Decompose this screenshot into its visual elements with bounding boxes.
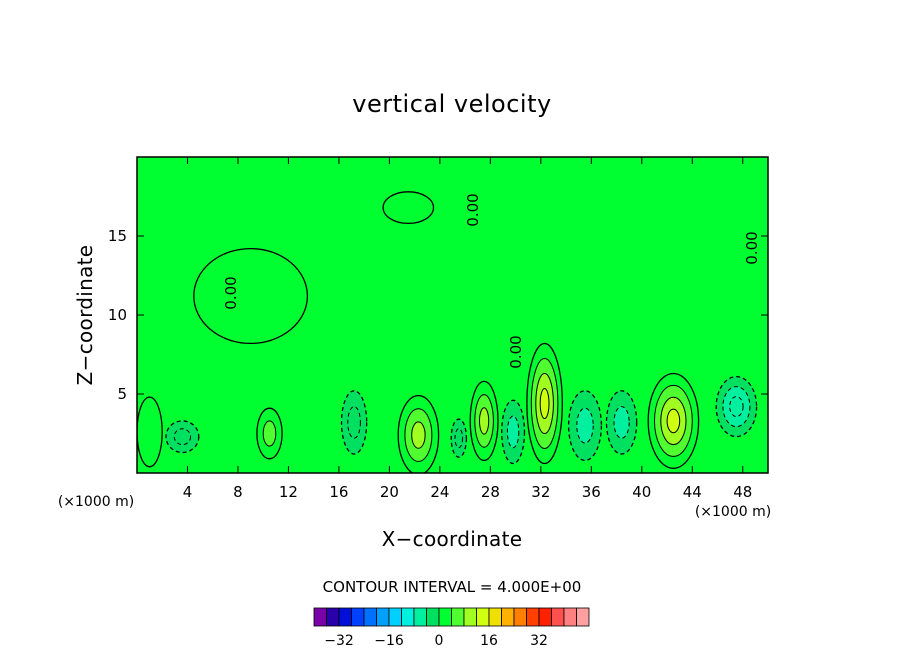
x-unit-left: (×1000 m): [58, 494, 134, 510]
colorbar-swatch: [413, 607, 427, 627]
contour-region: [411, 421, 426, 449]
x-tick-label: 24: [430, 483, 449, 501]
colorbar-swatch: [576, 607, 590, 627]
contour-label: 0.00: [464, 193, 482, 226]
colorbar-swatch: [363, 607, 377, 627]
colorbar-swatch: [426, 607, 440, 627]
colorbar-swatch: [476, 607, 490, 627]
y-tick-label: 10: [108, 306, 127, 324]
colorbar-swatch: [438, 607, 452, 627]
x-tick-label: 36: [582, 483, 601, 501]
y-axis-label: Z−coordinate: [73, 245, 97, 386]
contour-interval-text: CONTOUR INTERVAL = 4.000E+00: [323, 578, 582, 596]
contour-region: [506, 415, 520, 449]
contour-fields: [137, 191, 758, 473]
contour-region: [613, 406, 630, 439]
contour-label: 0.00: [507, 335, 525, 368]
x-tick-label: 48: [733, 483, 752, 501]
contour-label: 0.00: [743, 231, 761, 264]
x-tick-label: 12: [279, 483, 298, 501]
x-tick-label: 20: [380, 483, 399, 501]
colorbar-tick-label: 16: [480, 633, 498, 649]
contour-region: [576, 407, 594, 444]
y-axis-ticks: 5 10 15: [108, 227, 768, 403]
contour-region: [666, 408, 681, 434]
contour-label: 0.00: [222, 276, 240, 309]
colorbar-swatch: [488, 607, 502, 627]
chart-title: vertical velocity: [352, 90, 551, 118]
colorbar-swatch: [463, 607, 477, 627]
contour-region: [347, 406, 361, 439]
x-axis-ticks: 4 8 12 16 20 24 28 32 36 40 44 48: [183, 157, 752, 501]
x-tick-label: 8: [233, 483, 243, 501]
y-tick-label: 5: [117, 385, 127, 403]
colorbar-tick-label: −32: [324, 633, 354, 649]
colorbar-swatch: [351, 607, 365, 627]
colorbar-swatch: [338, 607, 352, 627]
contour-region: [539, 388, 550, 419]
colorbar-swatch: [551, 607, 565, 627]
contour-region: [262, 420, 277, 447]
colorbar-swatch: [326, 607, 340, 627]
colorbar: −32 −16 0 16 32: [313, 607, 590, 649]
colorbar-swatch: [538, 607, 552, 627]
x-tick-label: 40: [632, 483, 651, 501]
colorbar-tick-label: 32: [530, 633, 548, 649]
colorbar-swatch: [563, 607, 577, 627]
colorbar-swatch: [501, 607, 515, 627]
x-axis-label: X−coordinate: [382, 527, 523, 551]
contour-region: [173, 428, 192, 446]
contour-region: [137, 396, 163, 468]
x-tick-label: 44: [683, 483, 702, 501]
y-tick-label: 15: [108, 227, 127, 245]
colorbar-swatch: [526, 607, 540, 627]
contour-region: [729, 396, 744, 418]
colorbar-swatch: [388, 607, 402, 627]
colorbar-swatch: [513, 607, 527, 627]
x-tick-label: 32: [531, 483, 550, 501]
colorbar-swatch: [376, 607, 390, 627]
colorbar-swatch: [451, 607, 465, 627]
x-tick-label: 4: [183, 483, 193, 501]
x-tick-label: 16: [329, 483, 348, 501]
colorbar-swatch: [313, 607, 327, 627]
contour-region: [382, 191, 435, 225]
contour-region: [454, 428, 464, 449]
contour-region: [193, 247, 309, 345]
colorbar-swatch: [401, 607, 415, 627]
colorbar-tick-label: −16: [374, 633, 404, 649]
colorbar-tick-label: 0: [435, 633, 444, 649]
contour-region: [479, 407, 490, 435]
x-tick-label: 28: [481, 483, 500, 501]
x-unit-right: (×1000 m): [695, 504, 771, 520]
